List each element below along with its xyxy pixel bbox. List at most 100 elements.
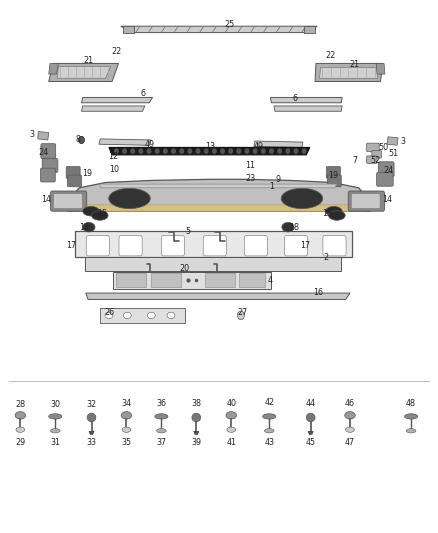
Text: 26: 26 bbox=[104, 308, 114, 317]
Text: 15: 15 bbox=[322, 209, 332, 218]
Text: 49: 49 bbox=[145, 140, 155, 149]
Polygon shape bbox=[49, 63, 58, 74]
Text: 19: 19 bbox=[82, 169, 92, 179]
Text: 18: 18 bbox=[80, 223, 89, 232]
Text: 29: 29 bbox=[15, 439, 25, 448]
Text: 28: 28 bbox=[15, 400, 25, 409]
FancyBboxPatch shape bbox=[372, 151, 381, 158]
Polygon shape bbox=[86, 293, 350, 300]
FancyBboxPatch shape bbox=[53, 193, 82, 208]
FancyBboxPatch shape bbox=[75, 231, 352, 257]
Text: 46: 46 bbox=[345, 399, 355, 408]
Circle shape bbox=[115, 149, 118, 154]
Text: 27: 27 bbox=[237, 308, 248, 317]
Text: 33: 33 bbox=[87, 439, 96, 448]
Circle shape bbox=[78, 136, 85, 144]
Circle shape bbox=[245, 149, 249, 154]
Text: 4: 4 bbox=[268, 276, 273, 285]
Text: 35: 35 bbox=[121, 439, 131, 448]
FancyBboxPatch shape bbox=[244, 236, 268, 256]
Circle shape bbox=[180, 149, 184, 154]
Text: 30: 30 bbox=[50, 400, 60, 409]
Text: 42: 42 bbox=[264, 398, 274, 407]
FancyBboxPatch shape bbox=[327, 175, 341, 187]
Ellipse shape bbox=[49, 414, 62, 419]
Ellipse shape bbox=[328, 211, 345, 220]
Text: 19: 19 bbox=[328, 171, 339, 180]
Text: 37: 37 bbox=[156, 439, 166, 448]
Text: 11: 11 bbox=[245, 161, 255, 170]
Polygon shape bbox=[109, 148, 310, 155]
Ellipse shape bbox=[122, 427, 131, 432]
Text: 20: 20 bbox=[179, 264, 189, 273]
Polygon shape bbox=[38, 132, 49, 140]
Text: 24: 24 bbox=[383, 166, 393, 175]
Text: 14: 14 bbox=[41, 195, 51, 204]
FancyBboxPatch shape bbox=[367, 143, 379, 152]
Ellipse shape bbox=[124, 312, 131, 319]
Text: 25: 25 bbox=[225, 20, 235, 29]
Circle shape bbox=[139, 149, 143, 154]
Text: 48: 48 bbox=[406, 399, 416, 408]
Circle shape bbox=[131, 149, 134, 154]
Ellipse shape bbox=[227, 427, 236, 432]
Ellipse shape bbox=[121, 411, 132, 419]
Ellipse shape bbox=[306, 413, 315, 422]
Text: 10: 10 bbox=[109, 165, 119, 174]
FancyBboxPatch shape bbox=[285, 236, 307, 256]
Polygon shape bbox=[308, 431, 313, 434]
FancyBboxPatch shape bbox=[377, 172, 393, 186]
Ellipse shape bbox=[192, 413, 201, 422]
Polygon shape bbox=[49, 63, 119, 82]
Polygon shape bbox=[319, 67, 377, 78]
Ellipse shape bbox=[15, 411, 25, 419]
Text: 41: 41 bbox=[226, 439, 236, 448]
Ellipse shape bbox=[265, 429, 274, 433]
Text: 36: 36 bbox=[156, 399, 166, 408]
Polygon shape bbox=[121, 26, 317, 33]
FancyBboxPatch shape bbox=[348, 191, 385, 211]
Polygon shape bbox=[387, 137, 398, 146]
Ellipse shape bbox=[263, 414, 276, 419]
Polygon shape bbox=[194, 431, 199, 434]
Ellipse shape bbox=[109, 188, 150, 208]
Text: 3: 3 bbox=[401, 136, 406, 146]
Text: 45: 45 bbox=[306, 439, 316, 448]
Text: 40: 40 bbox=[226, 399, 236, 408]
FancyBboxPatch shape bbox=[40, 168, 55, 182]
Ellipse shape bbox=[156, 429, 166, 433]
Circle shape bbox=[261, 149, 265, 154]
Text: 5: 5 bbox=[186, 228, 191, 237]
FancyBboxPatch shape bbox=[326, 166, 340, 178]
Circle shape bbox=[172, 149, 175, 154]
Polygon shape bbox=[304, 26, 315, 33]
Circle shape bbox=[212, 149, 216, 154]
FancyBboxPatch shape bbox=[151, 273, 181, 287]
Text: 44: 44 bbox=[306, 399, 316, 408]
Polygon shape bbox=[376, 63, 385, 74]
FancyBboxPatch shape bbox=[100, 308, 185, 323]
Circle shape bbox=[229, 149, 233, 154]
FancyBboxPatch shape bbox=[205, 273, 235, 287]
Text: 18: 18 bbox=[289, 223, 299, 232]
Polygon shape bbox=[57, 67, 111, 78]
Polygon shape bbox=[254, 141, 303, 148]
Circle shape bbox=[294, 149, 298, 154]
Ellipse shape bbox=[282, 222, 294, 232]
Ellipse shape bbox=[406, 429, 416, 433]
Text: 31: 31 bbox=[50, 439, 60, 448]
Text: 17: 17 bbox=[67, 241, 77, 250]
Text: 12: 12 bbox=[108, 152, 118, 161]
Text: 43: 43 bbox=[264, 439, 274, 448]
Circle shape bbox=[221, 149, 224, 154]
FancyBboxPatch shape bbox=[66, 166, 80, 178]
Text: 52: 52 bbox=[370, 156, 381, 165]
FancyBboxPatch shape bbox=[50, 191, 87, 211]
Circle shape bbox=[237, 149, 240, 154]
Text: 7: 7 bbox=[353, 156, 358, 165]
Text: 51: 51 bbox=[389, 149, 399, 158]
Ellipse shape bbox=[92, 211, 108, 220]
FancyBboxPatch shape bbox=[239, 273, 265, 287]
Text: 9: 9 bbox=[276, 175, 281, 184]
Text: 17: 17 bbox=[300, 241, 311, 250]
